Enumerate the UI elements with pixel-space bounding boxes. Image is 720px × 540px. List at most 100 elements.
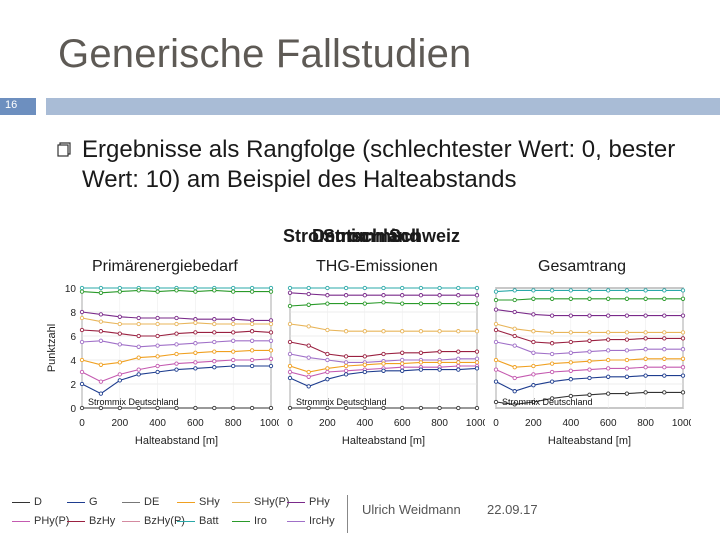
data-point xyxy=(493,357,499,363)
data-point xyxy=(512,389,517,394)
data-point xyxy=(531,312,536,317)
data-point xyxy=(512,333,517,339)
x-tick-label: 200 xyxy=(525,418,542,429)
data-point xyxy=(193,341,198,346)
data-point xyxy=(643,390,648,395)
data-point xyxy=(493,399,499,405)
legend-label: PHy(P) xyxy=(34,515,70,527)
data-point xyxy=(568,296,573,301)
data-point xyxy=(606,348,611,353)
x-tick-label: 800 xyxy=(431,418,448,429)
x-tick-label: 1000 xyxy=(672,418,691,429)
data-point xyxy=(268,321,274,327)
data-point xyxy=(606,357,611,363)
data-point xyxy=(117,331,122,336)
data-point xyxy=(136,321,141,327)
data-point xyxy=(98,285,104,291)
legend-swatch xyxy=(122,502,140,503)
data-point xyxy=(325,377,330,382)
chart-title-total: Gesamtrang xyxy=(538,258,627,275)
y-tick-label: 8 xyxy=(70,308,76,319)
data-point xyxy=(549,313,555,318)
legend-swatch xyxy=(177,502,195,503)
data-point xyxy=(287,375,293,381)
data-point xyxy=(79,369,85,375)
data-point xyxy=(193,405,198,411)
data-point xyxy=(193,350,198,355)
data-point xyxy=(400,350,405,355)
data-point xyxy=(306,355,311,360)
data-point xyxy=(437,405,442,411)
data-point xyxy=(400,293,405,298)
chart-annotation: Strommix Deutschland xyxy=(502,397,593,407)
data-point xyxy=(136,315,141,321)
data-point xyxy=(493,379,499,384)
data-point xyxy=(231,317,236,322)
data-point xyxy=(117,372,122,377)
legend-swatch xyxy=(67,502,85,503)
data-point xyxy=(212,317,217,322)
data-point xyxy=(343,360,349,365)
data-point xyxy=(362,285,367,291)
data-point xyxy=(474,405,480,411)
data-point xyxy=(381,329,386,334)
data-point xyxy=(474,329,480,334)
data-point xyxy=(437,285,442,291)
data-point xyxy=(400,285,405,291)
data-point xyxy=(437,360,442,365)
legend-label: BzHy(P) xyxy=(144,515,185,527)
data-point xyxy=(231,349,236,354)
data-point xyxy=(155,333,160,339)
data-point xyxy=(136,405,141,411)
legend-label: DE xyxy=(144,496,160,508)
y-axis-label: Punktzahl xyxy=(46,324,58,372)
data-point xyxy=(437,301,442,306)
data-point xyxy=(587,338,592,343)
data-point xyxy=(155,289,160,294)
data-point xyxy=(212,321,217,327)
data-point xyxy=(212,288,217,293)
data-point xyxy=(680,390,686,395)
data-point xyxy=(287,369,293,375)
data-point xyxy=(624,296,630,301)
data-point xyxy=(493,367,499,372)
data-point xyxy=(662,365,667,370)
data-point xyxy=(287,351,293,357)
data-point xyxy=(568,313,573,318)
data-point xyxy=(568,377,573,382)
data-point xyxy=(512,297,517,303)
data-point xyxy=(268,318,274,323)
data-point xyxy=(418,293,424,298)
data-point xyxy=(79,309,85,315)
data-point xyxy=(493,289,499,294)
data-point xyxy=(117,289,122,294)
data-point xyxy=(474,285,480,291)
legend-swatch xyxy=(67,521,85,522)
data-point xyxy=(400,329,405,334)
data-point xyxy=(680,313,686,318)
data-point xyxy=(437,329,442,334)
data-point xyxy=(381,351,386,357)
data-point xyxy=(568,350,573,355)
data-point xyxy=(155,363,160,369)
x-tick-label: 800 xyxy=(225,418,242,429)
legend-label: SHy(P) xyxy=(254,496,290,508)
data-point xyxy=(400,365,405,370)
data-point xyxy=(624,330,630,335)
x-tick-label: 0 xyxy=(287,418,293,429)
y-tick-label: 4 xyxy=(70,356,76,367)
data-point xyxy=(343,293,349,298)
data-point xyxy=(624,391,630,396)
data-point xyxy=(474,366,480,371)
data-point xyxy=(343,301,349,306)
data-point xyxy=(287,405,293,411)
data-point xyxy=(418,350,424,355)
data-point xyxy=(231,405,236,411)
data-point xyxy=(306,369,311,375)
data-point xyxy=(587,359,592,364)
data-point xyxy=(549,396,555,401)
legend-swatch xyxy=(12,502,30,503)
data-point xyxy=(268,289,274,294)
legend-label: IrcHy xyxy=(309,515,335,527)
x-tick-label: 400 xyxy=(149,418,166,429)
